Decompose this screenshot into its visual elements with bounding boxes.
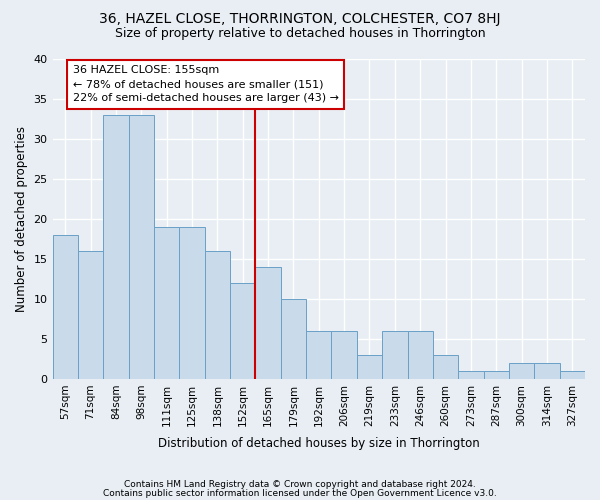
Bar: [484, 371, 509, 379]
Text: 36, HAZEL CLOSE, THORRINGTON, COLCHESTER, CO7 8HJ: 36, HAZEL CLOSE, THORRINGTON, COLCHESTER…: [99, 12, 501, 26]
X-axis label: Distribution of detached houses by size in Thorrington: Distribution of detached houses by size …: [158, 437, 479, 450]
Bar: [433, 355, 458, 379]
Bar: [103, 115, 128, 379]
Bar: [256, 267, 281, 379]
Bar: [128, 115, 154, 379]
Bar: [534, 363, 560, 379]
Bar: [382, 331, 407, 379]
Bar: [407, 331, 433, 379]
Bar: [281, 299, 306, 379]
Bar: [154, 227, 179, 379]
Bar: [306, 331, 331, 379]
Y-axis label: Number of detached properties: Number of detached properties: [15, 126, 28, 312]
Bar: [205, 251, 230, 379]
Bar: [357, 355, 382, 379]
Bar: [78, 251, 103, 379]
Bar: [509, 363, 534, 379]
Text: Size of property relative to detached houses in Thorrington: Size of property relative to detached ho…: [115, 28, 485, 40]
Text: 36 HAZEL CLOSE: 155sqm
← 78% of detached houses are smaller (151)
22% of semi-de: 36 HAZEL CLOSE: 155sqm ← 78% of detached…: [73, 66, 339, 104]
Text: Contains HM Land Registry data © Crown copyright and database right 2024.: Contains HM Land Registry data © Crown c…: [124, 480, 476, 489]
Bar: [458, 371, 484, 379]
Bar: [179, 227, 205, 379]
Bar: [331, 331, 357, 379]
Bar: [53, 235, 78, 379]
Text: Contains public sector information licensed under the Open Government Licence v3: Contains public sector information licen…: [103, 488, 497, 498]
Bar: [230, 283, 256, 379]
Bar: [560, 371, 585, 379]
